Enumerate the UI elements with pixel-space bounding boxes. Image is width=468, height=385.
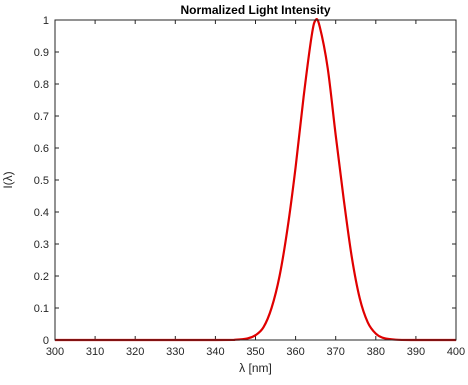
x-tick-label: 350	[246, 346, 264, 358]
x-tick-label: 380	[367, 346, 385, 358]
y-tick-label: 0.7	[34, 111, 49, 123]
y-tick-label: 1	[43, 15, 49, 27]
x-tick-label: 370	[327, 346, 345, 358]
x-tick-label: 320	[126, 346, 144, 358]
y-axis-label: I(λ)	[1, 171, 15, 188]
plot-frame	[54, 19, 457, 341]
x-axis: 300 310 320 330 340 350 360 370 380 390 400	[46, 20, 465, 358]
x-axis-label: λ [nm]	[239, 361, 272, 375]
x-tick-label: 310	[86, 346, 104, 358]
y-tick-label: 0.4	[34, 207, 49, 219]
y-tick-label: 0.5	[34, 175, 49, 187]
x-tick-label: 400	[447, 346, 465, 358]
y-tick-label: 0.3	[34, 239, 49, 251]
x-tick-label: 340	[206, 346, 224, 358]
y-tick-label: 0.6	[34, 143, 49, 155]
y-axis: 0 0.1 0.2 0.3 0.4 0.5 0.6 0.7 0.8 0.9 1	[34, 15, 456, 347]
y-tick-label: 0	[43, 335, 49, 347]
y-tick-label: 0.8	[34, 79, 49, 91]
series-line	[55, 18, 456, 342]
x-tick-label: 390	[407, 346, 425, 358]
x-tick-label: 330	[166, 346, 184, 358]
y-tick-label: 0.2	[34, 271, 49, 283]
chart-title: Normalized Light Intensity	[180, 3, 330, 17]
y-tick-label: 0.1	[34, 303, 49, 315]
x-tick-label: 300	[46, 346, 64, 358]
plot-area	[55, 20, 456, 340]
x-tick-label: 360	[286, 346, 304, 358]
y-tick-label: 0.9	[34, 47, 49, 59]
